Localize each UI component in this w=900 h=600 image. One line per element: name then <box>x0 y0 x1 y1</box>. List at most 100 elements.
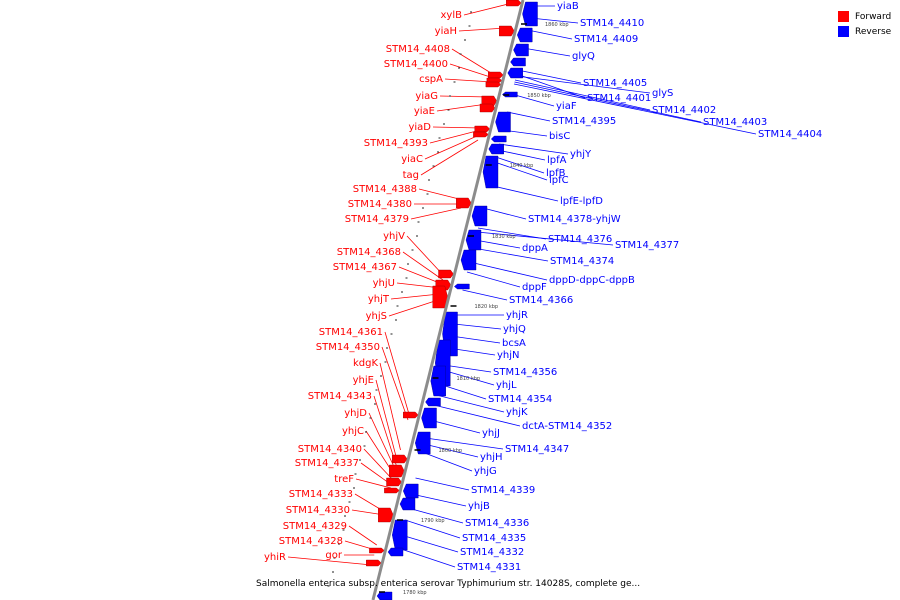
forward-gene-block <box>392 454 408 464</box>
reverse-gene-block <box>495 111 511 133</box>
reverse-gene-label: lpfC <box>549 175 569 186</box>
reverse-gene-label: yhjY <box>570 149 592 160</box>
reverse-gene-label: STM14_4377 <box>615 240 679 251</box>
reverse-connector <box>450 335 501 344</box>
forward-gene-label: tag <box>403 170 419 181</box>
forward-gene-label: yhjU <box>373 278 395 289</box>
reverse-gene-block <box>488 143 504 155</box>
legend-reverse-label: Reverse <box>855 26 892 37</box>
reverse-connector <box>453 323 502 330</box>
forward-gene-block <box>403 411 419 419</box>
reverse-connector <box>514 79 651 111</box>
forward-connector <box>390 293 440 300</box>
reverse-connector <box>476 231 614 246</box>
reverse-connector <box>436 394 505 413</box>
reverse-gene-block <box>387 547 404 557</box>
reverse-gene-label: yhjQ <box>503 324 526 335</box>
reverse-connector <box>462 289 508 301</box>
forward-connector <box>418 188 464 201</box>
legend: Forward Reverse <box>838 9 891 39</box>
forward-gene-block <box>485 81 502 88</box>
reverse-gene-label: yhjJ <box>482 428 500 439</box>
reverse-gene-block <box>454 283 470 290</box>
reverse-gene-block <box>430 365 446 397</box>
reverse-connector <box>515 75 651 94</box>
forward-gene-block <box>386 477 402 487</box>
forward-connector <box>439 95 489 98</box>
forward-gene-block <box>499 25 515 37</box>
legend-forward: Forward <box>838 9 891 24</box>
legend-reverse: Reverse <box>838 24 891 39</box>
forward-gene-block <box>456 197 472 209</box>
reverse-gene-block <box>490 135 507 143</box>
forward-gene-label: STM14_4367 <box>333 262 397 273</box>
reverse-connector <box>466 271 521 288</box>
forward-gene-label: STM14_4393 <box>364 138 428 149</box>
reverse-gene-block <box>392 519 408 551</box>
forward-gene-label: yhjD <box>344 408 367 419</box>
forward-connector <box>375 379 398 463</box>
tick-marks: 1860 kbp 1850 kbp 1840 kbp 1830 kbp 1820 kbp… <box>327 11 569 596</box>
forward-gene-label: xylB <box>441 10 463 21</box>
forward-gene-block <box>366 559 382 567</box>
reverse-gene-label: STM14_4366 <box>509 295 573 306</box>
forward-gene-label: yhjT <box>368 294 390 305</box>
kbp-tick-label: 1810 kbp <box>457 376 481 382</box>
reverse-gene-block <box>465 229 482 251</box>
reverse-gene-block <box>510 57 526 67</box>
reverse-gene-label: dctA-STM14_4352 <box>522 421 612 432</box>
forward-connector <box>429 129 481 144</box>
forward-connector <box>410 207 462 220</box>
reverse-connector <box>498 143 569 155</box>
forward-gene-label: STM14_4340 <box>298 444 362 455</box>
forward-gene-label: STM14_4333 <box>289 489 353 500</box>
kbp-tick-label: 1840 kbp <box>510 163 534 169</box>
reverse-gene-label: STM14_4376 <box>548 234 612 245</box>
reverse-connector <box>423 443 479 458</box>
forward-gene-label: kdgK <box>353 358 378 369</box>
reverse-connector <box>411 493 467 507</box>
forward-connector <box>384 331 410 416</box>
reverse-gene-label: STM14_4405 <box>583 78 647 89</box>
forward-gene-label: STM14_4388 <box>353 184 417 195</box>
kbp-tick-label: 1860 kbp <box>545 22 569 28</box>
reverse-connector <box>415 477 470 491</box>
forward-connector <box>287 556 372 566</box>
forward-gene-block <box>488 71 504 79</box>
forward-gene-label: yiaG <box>415 91 438 102</box>
kbp-tick-label: 1830 kbp <box>492 234 516 240</box>
forward-gene-label: STM14_4408 <box>386 44 450 55</box>
reverse-connector <box>404 519 461 539</box>
reverse-swatch <box>838 26 849 37</box>
reverse-gene-block <box>415 431 431 455</box>
forward-gene-label: yiaE <box>414 106 435 117</box>
forward-connector <box>402 251 444 281</box>
forward-connector <box>363 448 394 481</box>
forward-connector <box>424 134 480 160</box>
reverse-connector <box>527 29 573 40</box>
reverse-gene-label: yhjR <box>506 310 528 321</box>
forward-gene-block <box>474 125 491 133</box>
reverse-gene-block <box>403 483 419 499</box>
gene-blocks <box>366 0 538 600</box>
forward-gene-label: STM14_4379 <box>345 214 409 225</box>
reverse-connector <box>429 419 481 434</box>
forward-gene-label: yhjE <box>353 375 374 386</box>
kbp-tick-label: 1820 kbp <box>475 304 499 310</box>
reverse-gene-label: STM14_4374 <box>550 256 614 267</box>
forward-gene-label: STM14_4343 <box>308 391 372 402</box>
reverse-connector <box>442 369 495 386</box>
reverse-gene-label: STM14_4378-yhjW <box>528 214 621 225</box>
label-connectors <box>287 2 757 568</box>
reverse-gene-label: bcsA <box>502 338 526 349</box>
forward-connector <box>355 478 392 489</box>
reverse-connector <box>433 404 521 427</box>
reverse-gene-label: yhjG <box>474 466 497 477</box>
reverse-gene-label: STM14_4395 <box>552 116 616 127</box>
reverse-gene-label: yhjK <box>506 407 528 418</box>
reverse-gene-block <box>507 67 523 79</box>
gene-labels: xylB yiaH STM14_4408 STM14_4400 cspA yiaG yiaE… <box>264 1 822 573</box>
reverse-gene-block <box>399 497 416 511</box>
reverse-gene-block <box>471 205 488 227</box>
